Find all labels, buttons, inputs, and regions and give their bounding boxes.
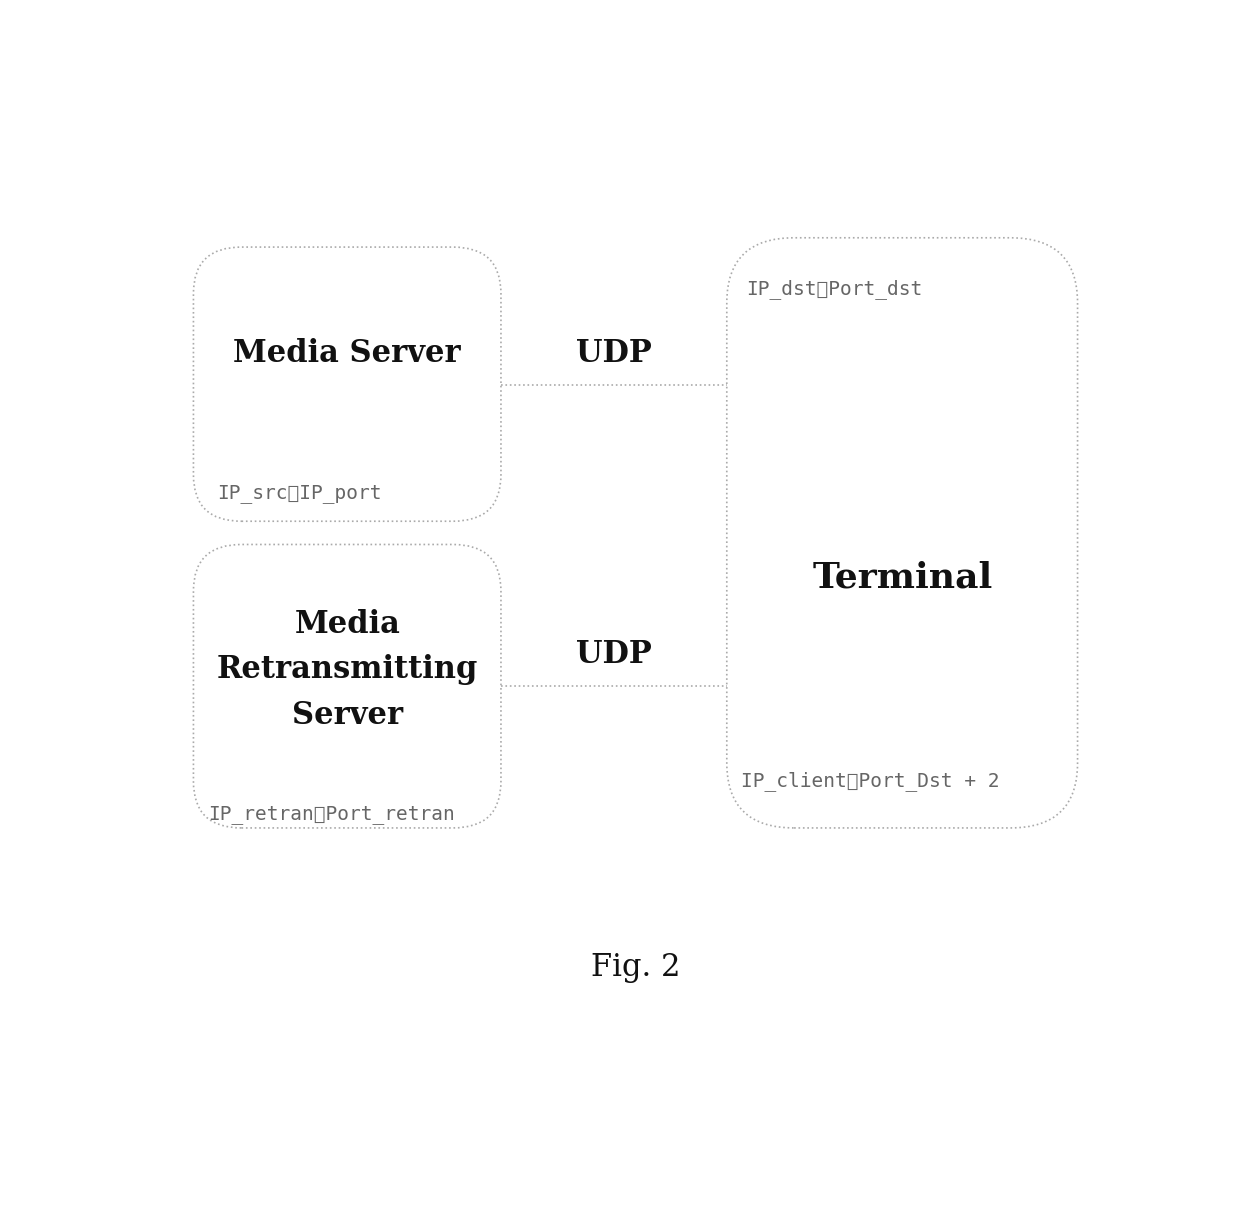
Text: UDP: UDP [575,639,651,670]
Text: IP_dst、Port_dst: IP_dst、Port_dst [746,279,923,299]
Text: Terminal: Terminal [812,560,993,594]
Text: Media
Retransmitting
Server: Media Retransmitting Server [217,610,477,731]
Text: IP_retran、Port_retran: IP_retran、Port_retran [208,805,455,823]
Text: IP_client、Port_Dst + 2: IP_client、Port_Dst + 2 [742,771,999,792]
Text: Fig. 2: Fig. 2 [590,952,681,982]
Text: IP_src、IP_port: IP_src、IP_port [217,484,382,503]
Text: UDP: UDP [575,338,651,369]
Text: Media Server: Media Server [233,338,461,369]
